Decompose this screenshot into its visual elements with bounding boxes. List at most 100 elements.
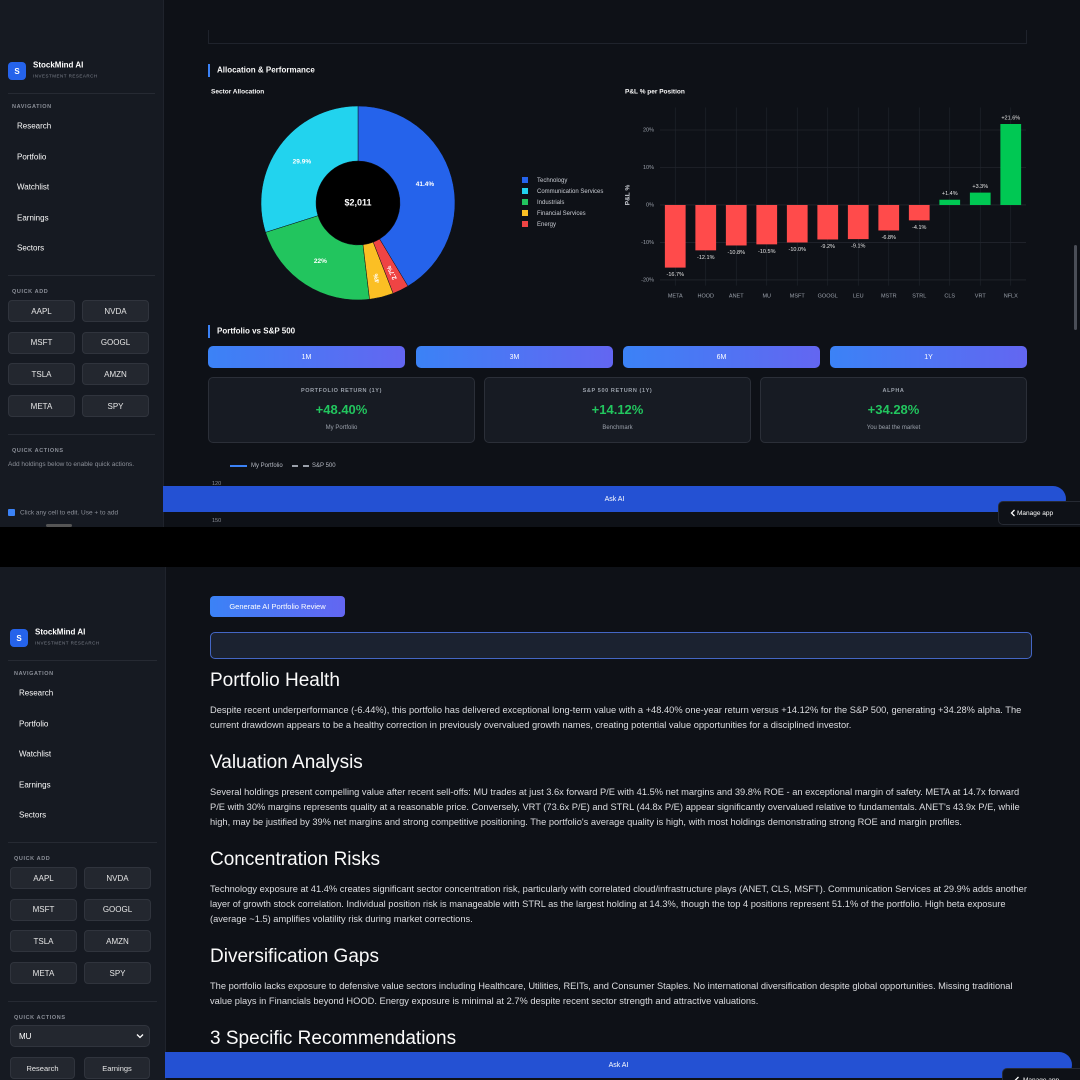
scrollbar-thumb [1074, 245, 1077, 330]
y-tick-label: -20% [641, 277, 654, 283]
nav-link[interactable]: Watchlist [17, 182, 50, 192]
nav-link[interactable]: Portfolio [17, 152, 47, 162]
quick-add-button[interactable]: GOOGL [84, 898, 151, 921]
bar [817, 204, 839, 240]
ask-ai-bar[interactable]: Ask AI [163, 486, 1066, 512]
period-button[interactable]: 3M [416, 346, 613, 368]
nav-link[interactable]: Research [17, 121, 52, 131]
x-tick-label: HOOD [698, 293, 715, 299]
quick-add-button[interactable]: TSLA [10, 930, 77, 953]
report-heading: Valuation Analysis [210, 752, 363, 773]
logo-icon: S [10, 629, 28, 647]
report-heading: Portfolio Health [210, 670, 340, 691]
sidebar [0, 567, 166, 1080]
action-button[interactable]: Research [10, 1057, 75, 1079]
scroll-thumb [46, 524, 72, 527]
metric-label: PORTFOLIO RETURN (1Y) [300, 388, 383, 394]
separator [8, 1001, 157, 1002]
report-paragraph: Technology exposure at 41.4% creates sig… [210, 883, 1027, 924]
metric-value: +34.28% [867, 402, 920, 417]
donut-slice [357, 105, 456, 287]
legend-label: My Portfolio [251, 463, 283, 469]
metric-value: +48.40% [315, 402, 368, 417]
bar-value-label: +1.4% [942, 191, 958, 197]
bar-value-label: -4.1% [912, 225, 926, 231]
quick-add-button[interactable]: GOOGL [82, 331, 149, 354]
nav-link[interactable]: Earnings [17, 213, 49, 223]
quick-add-button[interactable]: AMZN [82, 363, 149, 386]
nav-link[interactable]: Earnings [19, 780, 51, 790]
ticker-select[interactable]: MU [10, 1025, 150, 1047]
nav-link[interactable]: Portfolio [19, 719, 49, 729]
ask-ai-bar[interactable]: Ask AI [165, 1052, 1072, 1078]
bar [969, 192, 991, 205]
bar [1000, 123, 1022, 205]
bar [664, 204, 686, 268]
period-button[interactable]: 6M [623, 346, 820, 368]
x-tick-label: MU [762, 293, 771, 299]
quick-add-button[interactable]: SPY [82, 395, 149, 418]
bar [939, 199, 961, 205]
quick-add-button[interactable]: NVDA [82, 300, 149, 322]
chevron-icon [1014, 1076, 1019, 1080]
donut-center-label: $2,011 [344, 197, 371, 207]
legend-label: Energy [537, 222, 556, 228]
brand-tagline: INVESTMENT RESEARCH [33, 73, 98, 79]
nav-link[interactable]: Sectors [19, 810, 47, 820]
bar [786, 204, 808, 243]
brand-name: StockMind AI [33, 60, 84, 70]
quick-add-button[interactable]: META [10, 962, 77, 985]
y-tick-label: 120 [212, 481, 222, 487]
report-paragraph: Several holdings present compelling valu… [210, 786, 1020, 827]
quick-add-button[interactable]: TSLA [8, 363, 75, 386]
y-tick-label: 20% [643, 127, 654, 133]
quick-add-button[interactable]: AMZN [84, 930, 151, 953]
brand-name: StockMind AI [35, 627, 86, 637]
slice-label: 4% [372, 273, 381, 284]
legend-line [230, 465, 247, 467]
nav-link[interactable]: Sectors [17, 243, 45, 253]
x-tick-label: MSFT [790, 293, 806, 299]
report-heading: Concentration Risks [210, 849, 381, 870]
separator [8, 842, 157, 843]
brand-tagline: INVESTMENT RESEARCH [35, 640, 100, 646]
slice-label: 29.9% [293, 159, 312, 166]
section-heading: QUICK ACTIONS [12, 448, 64, 454]
quick-add-button[interactable]: AAPL [8, 300, 75, 322]
y-tick-label: 150 [212, 518, 222, 524]
legend-label: Industrials [537, 200, 564, 206]
text-area[interactable] [210, 632, 1032, 659]
action-button[interactable]: Earnings [84, 1057, 150, 1079]
bar-value-label: -16.7% [667, 272, 685, 278]
x-tick-label: META [668, 293, 683, 299]
bar-value-label: +3.3% [972, 184, 988, 190]
quick-add-button[interactable]: MSFT [10, 898, 77, 921]
metric-label: ALPHA [882, 388, 905, 394]
period-button[interactable]: 1Y [830, 346, 1027, 368]
x-tick-label: ANET [729, 293, 744, 299]
donut-slice [260, 105, 359, 233]
bar-value-label: -10.0% [789, 247, 807, 253]
quick-add-button[interactable]: META [8, 395, 75, 418]
metric-card [484, 377, 751, 443]
bar [725, 204, 747, 246]
quick-add-button[interactable]: NVDA [84, 867, 151, 889]
quick-add-button[interactable]: MSFT [8, 331, 75, 354]
quick-add-button[interactable]: AAPL [10, 867, 77, 889]
donut-slice [372, 238, 409, 294]
legend-swatch [522, 199, 528, 205]
manage-app-button[interactable]: Manage app [1002, 1068, 1080, 1080]
generate-button[interactable]: Generate AI Portfolio Review [210, 596, 345, 617]
nav-link[interactable]: Research [19, 688, 54, 698]
section-title: Allocation & Performance [217, 65, 315, 75]
period-button[interactable]: 1M [208, 346, 405, 368]
section-heading: QUICK ADD [12, 289, 49, 295]
quick-add-button[interactable]: SPY [84, 962, 151, 985]
chart-title: Sector Allocation [211, 89, 264, 96]
slice-label: 41.4% [416, 181, 435, 188]
nav-link[interactable]: Watchlist [19, 749, 52, 759]
section-heading: QUICK ACTIONS [14, 1015, 66, 1021]
report-paragraph: The portfolio lacks exposure to defensiv… [210, 980, 1013, 1006]
